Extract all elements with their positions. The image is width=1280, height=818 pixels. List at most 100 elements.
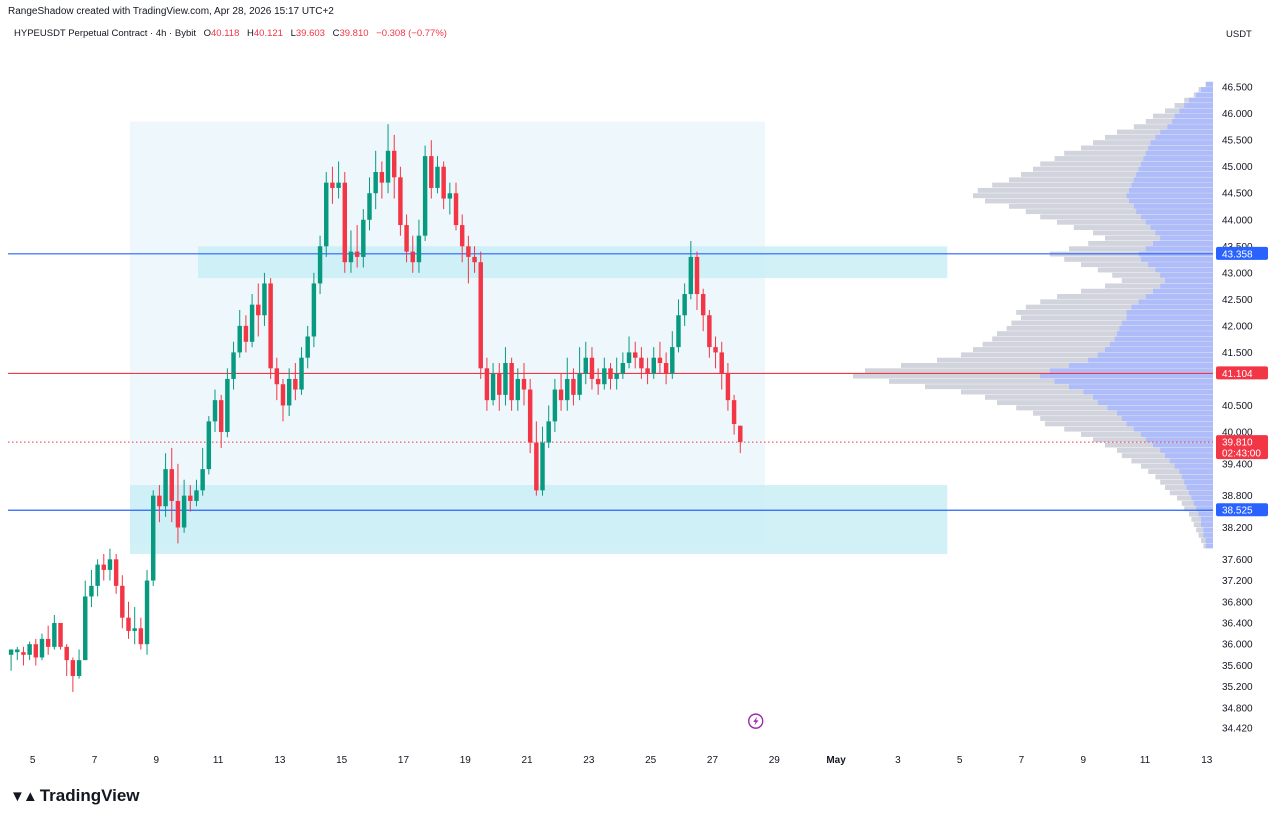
price-label: 38.525 xyxy=(1216,503,1268,517)
volume-profile-bar xyxy=(982,341,1213,347)
candle xyxy=(398,166,403,236)
volume-profile-bar-buy xyxy=(1126,315,1213,321)
volume-profile-bar xyxy=(1064,150,1213,156)
volume-profile-bar-buy xyxy=(1126,193,1213,199)
candle-body xyxy=(181,495,187,528)
candle-body xyxy=(694,256,700,295)
candle-body xyxy=(521,378,527,390)
price-chart[interactable]: 46.50046.00045.50045.00044.50044.00043.5… xyxy=(0,0,1280,780)
candle xyxy=(311,272,317,348)
candle xyxy=(589,347,595,390)
price-tick-label: 46.500 xyxy=(1222,83,1253,94)
candle xyxy=(546,405,551,448)
candle-body xyxy=(33,644,39,658)
candle-body xyxy=(342,182,348,263)
candle xyxy=(552,378,558,432)
volume-profile-bar-buy xyxy=(1126,421,1213,427)
volume-profile-bar-buy xyxy=(1203,527,1213,533)
candle-body xyxy=(738,425,743,443)
candle xyxy=(200,447,205,496)
candle-body xyxy=(515,378,521,401)
candle xyxy=(336,161,341,199)
candle xyxy=(188,485,193,512)
candle xyxy=(565,357,570,411)
candle-body xyxy=(484,368,490,401)
volume-profile-bar-buy xyxy=(1141,214,1213,220)
resistance-zone xyxy=(198,246,948,279)
candle-body xyxy=(651,357,656,374)
candle-body xyxy=(472,256,477,263)
candle xyxy=(70,657,76,692)
creator-credit: RangeShadow created with TradingView.com… xyxy=(8,6,334,17)
candle-body xyxy=(194,490,199,501)
currency-label[interactable]: USDT xyxy=(1226,29,1252,40)
volume-profile-bar-buy xyxy=(1184,479,1213,485)
volume-profile-bar-buy xyxy=(1093,394,1213,400)
time-tick-label: 13 xyxy=(274,755,286,766)
candle-body xyxy=(565,378,570,401)
candle xyxy=(76,649,82,679)
time-tick-label: 21 xyxy=(522,755,534,766)
candle xyxy=(731,394,737,435)
price-label-value: 43.358 xyxy=(1222,249,1253,260)
candle xyxy=(175,463,181,544)
volume-profile-bar-buy xyxy=(1155,134,1213,140)
time-tick-label: 11 xyxy=(213,755,224,766)
tradingview-logo[interactable]: ▼▲ TradingView xyxy=(10,786,140,806)
price-label-bg xyxy=(1216,246,1268,260)
price-tick-label: 34.420 xyxy=(1222,724,1253,735)
candle-body xyxy=(218,400,224,432)
candle xyxy=(15,646,20,661)
price-label-value: 38.525 xyxy=(1222,506,1253,517)
candle xyxy=(361,209,366,268)
candle-body xyxy=(101,564,107,570)
candle-body xyxy=(305,336,310,358)
volume-profile-bar xyxy=(1088,240,1213,246)
candle-body xyxy=(8,649,14,655)
volume-profile-bar xyxy=(1011,320,1213,326)
volume-profile-bar-buy xyxy=(1201,87,1213,93)
volume-profile-bar-buy xyxy=(1205,81,1213,87)
candle-body xyxy=(682,294,687,316)
candle xyxy=(700,288,706,332)
candle-body xyxy=(719,352,724,374)
low-value: 39.603 xyxy=(295,28,325,39)
time-tick-label: 7 xyxy=(1019,755,1025,766)
candle xyxy=(620,352,626,379)
candle-body xyxy=(688,256,694,295)
tradingview-logo-text: TradingView xyxy=(39,786,140,805)
candle-body xyxy=(45,638,51,647)
range-box xyxy=(130,121,765,544)
volume-profile-bar xyxy=(901,363,1213,368)
candle xyxy=(719,341,724,390)
candle xyxy=(583,341,589,385)
candle-body xyxy=(731,400,737,425)
volume-profile-bar-buy xyxy=(1145,437,1213,443)
candle xyxy=(410,235,415,273)
volume-profile-bar-buy xyxy=(1054,378,1213,384)
candle-body xyxy=(200,469,205,491)
symbol-name[interactable]: HYPEUSDT Perpetual Contract · 4h · Bybit xyxy=(14,28,196,39)
candle-body xyxy=(175,500,181,528)
volume-profile-bar xyxy=(1021,315,1213,321)
price-tick-label: 35.600 xyxy=(1222,661,1253,672)
candle-body xyxy=(490,373,496,401)
candle xyxy=(342,172,348,273)
volume-profile-bar xyxy=(961,352,1213,358)
candle-body xyxy=(249,304,255,342)
candle xyxy=(725,363,731,411)
volume-profile-bar xyxy=(865,368,1213,374)
candle-body xyxy=(70,660,76,677)
volume-profile-bar-buy xyxy=(1126,309,1213,315)
candle xyxy=(150,490,156,586)
volume-profile-bar-buy xyxy=(1143,156,1213,162)
volume-profile-bar-buy xyxy=(1049,368,1213,374)
candle xyxy=(113,554,119,594)
time-tick-label: 19 xyxy=(460,755,472,766)
candle xyxy=(280,378,286,422)
candle-body xyxy=(336,182,341,188)
candle-body xyxy=(83,596,88,661)
candle-body xyxy=(608,368,613,379)
candle-body xyxy=(132,628,137,631)
candle-body xyxy=(379,172,385,183)
